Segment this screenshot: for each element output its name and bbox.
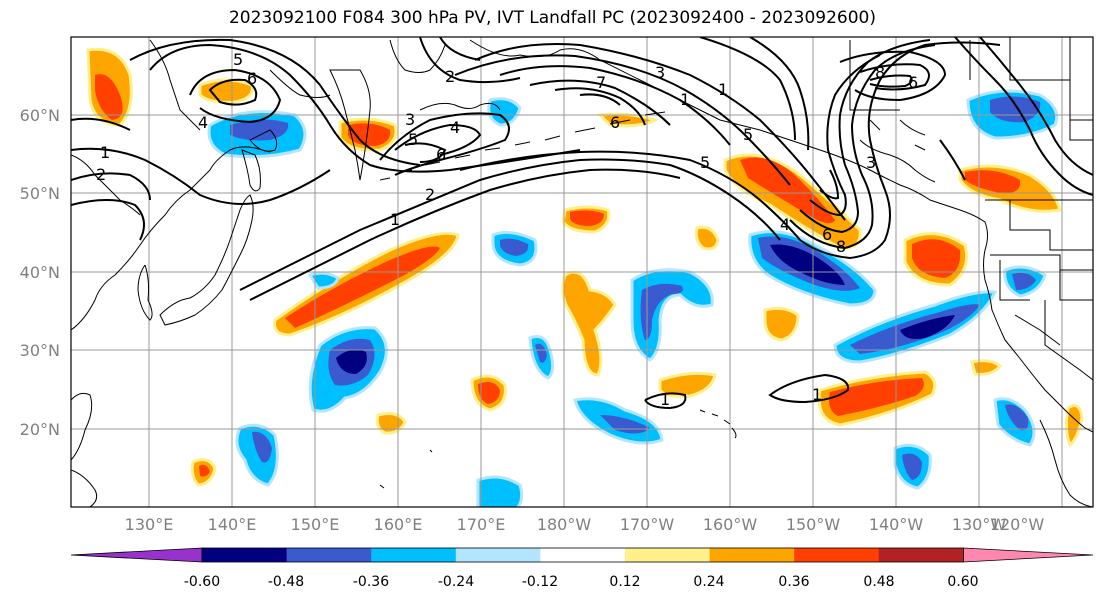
contour-label: 5	[233, 50, 243, 69]
lon-label: 140°W	[869, 515, 924, 534]
latitude-labels: 60°N 50°N 40°N 30°N 20°N	[20, 106, 60, 439]
contour-label: 1	[100, 143, 110, 162]
lon-label: 130°E	[125, 515, 174, 534]
contour-label: 8	[875, 63, 885, 82]
contour-label: 6	[610, 113, 620, 132]
contour-label: 1	[718, 80, 728, 99]
contour-label: 1	[660, 390, 670, 409]
colorbar-segment	[371, 548, 457, 562]
pv-contours	[71, 37, 1093, 410]
lon-label: 120°W	[990, 515, 1045, 534]
contour-label: 1	[680, 90, 690, 109]
colorbar-tick-label: -0.60	[184, 574, 220, 590]
map-title: 2023092100 F084 300 hPa PV, IVT Landfall…	[228, 8, 876, 28]
lon-label: 150°W	[786, 515, 841, 534]
contour-label: 3	[655, 63, 665, 82]
contour-label: 6	[436, 145, 446, 164]
contour-label: 4	[198, 113, 208, 132]
contour-label: 3	[866, 153, 876, 172]
contour-label: 2	[425, 185, 435, 204]
contour-label: 2	[445, 67, 455, 86]
colorbar-segment	[709, 548, 795, 562]
colorbar-tick-label: -0.48	[268, 574, 304, 590]
colorbar: -0.60 -0.48 -0.36 -0.24 -0.12 0.12 0.24 …	[70, 547, 1094, 590]
colorbar-segment	[540, 548, 626, 562]
contour-label: 3	[405, 110, 415, 129]
positive-pv-anomalies	[86, 47, 1084, 487]
colorbar-extend-high	[963, 547, 1094, 563]
lat-label: 50°N	[20, 184, 60, 203]
contour-label: 1	[812, 385, 822, 404]
colorbar-tick-label: 0.24	[693, 574, 724, 590]
lat-label: 60°N	[20, 106, 60, 125]
colorbar-segments	[70, 547, 1094, 563]
colorbar-tick-labels: -0.60 -0.48 -0.36 -0.24 -0.12 0.12 0.24 …	[184, 574, 979, 590]
contour-label: 6	[908, 73, 918, 92]
colorbar-segment	[625, 548, 711, 562]
colorbar-segment	[202, 548, 288, 562]
colorbar-segment	[286, 548, 372, 562]
lon-label: 160°W	[703, 515, 758, 534]
contour-label: 4	[450, 118, 460, 137]
colorbar-border	[201, 547, 964, 563]
lat-label: 40°N	[20, 263, 60, 282]
colorbar-tick-label: -0.24	[438, 574, 474, 590]
colorbar-tick-label: -0.36	[353, 574, 389, 590]
colorbar-tick-label: 0.36	[778, 574, 809, 590]
coastlines	[71, 37, 1093, 507]
contour-label: 6	[247, 69, 257, 88]
contour-label: 5	[700, 153, 710, 172]
lon-label: 170°E	[457, 515, 506, 534]
colorbar-tick-label: 0.60	[947, 574, 978, 590]
colorbar-tick-label: 0.12	[609, 574, 640, 590]
colorbar-segment	[878, 548, 964, 562]
contour-label: 5	[408, 130, 418, 149]
contour-label: 5	[743, 125, 753, 144]
contour-label: 4	[780, 215, 790, 234]
lon-label: 130°W	[952, 515, 1007, 534]
lon-label: 170°W	[620, 515, 675, 534]
contour-label: 7	[596, 73, 606, 92]
longitude-labels: 130°E 140°E 150°E 160°E 170°E 180°W 170°…	[125, 515, 1045, 534]
colorbar-segment	[794, 548, 880, 562]
colorbar-tick-label: -0.12	[522, 574, 558, 590]
contour-label: 1	[390, 210, 400, 229]
plot-area: 5 6 4 1 2 3 4 5 6 2 1 2 5 6 7 3 1 8 6 4 …	[71, 37, 1093, 507]
plot-border	[70, 36, 1094, 508]
colorbar-segment	[455, 548, 541, 562]
colorbar-extend-low	[70, 547, 203, 563]
contour-label: 8	[836, 237, 846, 256]
contour-label: 6	[822, 225, 832, 244]
lon-label: 160°E	[374, 515, 423, 534]
lat-label: 20°N	[20, 420, 60, 439]
contour-label-group: 5 6 4 1 2 3 4 5 6 2 1 2 5 6 7 3 1 8 6 4 …	[96, 50, 918, 409]
lat-label: 30°N	[20, 341, 60, 360]
lon-label: 140°E	[208, 515, 257, 534]
colorbar-tick-label: 0.48	[863, 574, 894, 590]
lon-label: 180°W	[537, 515, 592, 534]
graticule	[71, 37, 1093, 507]
contour-label: 2	[96, 165, 106, 184]
lon-label: 150°E	[291, 515, 340, 534]
